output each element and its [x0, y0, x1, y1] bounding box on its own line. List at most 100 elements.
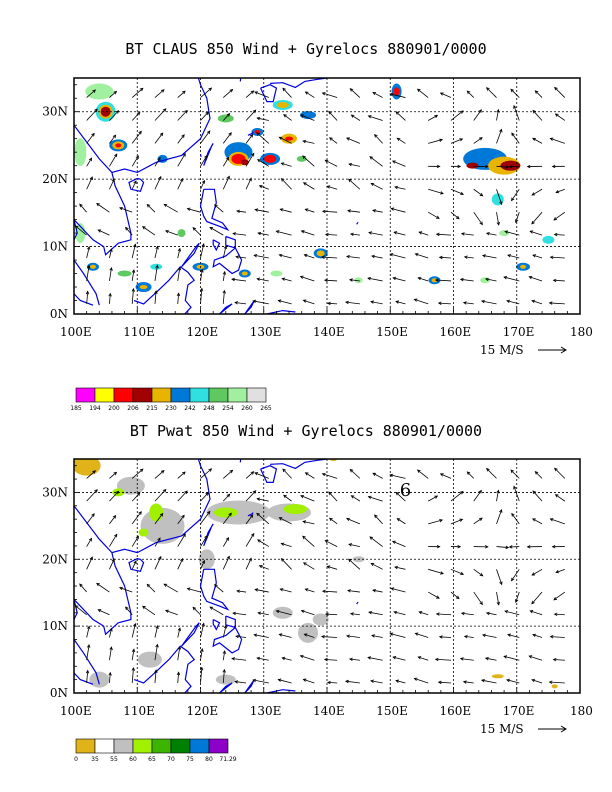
- wind-arrow: [154, 669, 158, 684]
- colorbar-swatch: [75, 738, 96, 754]
- wind-arrow: [245, 152, 255, 167]
- colorbar-label: 200: [108, 405, 120, 412]
- wind-arrow: [532, 137, 543, 144]
- wind-arrow: [473, 188, 484, 197]
- wind-arrow: [534, 90, 543, 98]
- wind-arrow: [348, 543, 360, 547]
- wind-arrow: [258, 184, 269, 190]
- shaded-region: [283, 504, 308, 515]
- x-tick-label: 110E: [123, 704, 155, 718]
- y-tick-label: 10N: [42, 619, 68, 633]
- wind-arrow: [256, 512, 270, 525]
- map-field: [74, 78, 580, 314]
- shaded-region: [89, 264, 96, 269]
- wind-arrow: [131, 243, 137, 259]
- wind-arrow: [74, 605, 87, 616]
- wind-arrow: [86, 537, 92, 547]
- colorbar-label: 194: [89, 405, 101, 412]
- wind-arrow: [392, 276, 406, 282]
- colorbar-swatch: [75, 387, 96, 403]
- wind-arrow: [222, 512, 232, 525]
- coastline: [74, 219, 100, 306]
- wind-arrow: [528, 655, 543, 661]
- wind-arrow: [553, 591, 566, 601]
- wind-arrow: [108, 292, 112, 304]
- wind-arrow: [236, 209, 247, 214]
- wind-arrow: [176, 671, 181, 684]
- wind-arrow: [254, 472, 269, 479]
- shaded-region: [137, 651, 162, 668]
- wind-arrow: [463, 634, 474, 639]
- wind-arrow: [526, 164, 543, 169]
- wind-arrow: [222, 156, 230, 167]
- wind-arrow: [177, 266, 182, 282]
- coastline: [270, 78, 328, 89]
- wind-arrow: [554, 467, 566, 479]
- wind-arrow: [200, 243, 205, 259]
- wind-arrow: [511, 132, 520, 144]
- wind-arrow: [532, 109, 543, 121]
- wind-arrow: [299, 275, 315, 282]
- wind-arrow: [154, 132, 164, 144]
- wind-arrow: [503, 655, 520, 661]
- wind-arrow: [154, 108, 167, 121]
- wind-arrow: [256, 132, 270, 144]
- colorbar-swatch: [189, 387, 210, 403]
- wind-arrow: [531, 299, 543, 305]
- colorbar-swatch: [208, 387, 229, 403]
- wind-arrow: [85, 669, 90, 684]
- x-tick-label: 170E: [503, 704, 535, 718]
- wind-arrow: [279, 588, 292, 593]
- coastline: [128, 557, 145, 572]
- x-tick-label: 120E: [187, 325, 219, 339]
- coastline: [199, 154, 202, 158]
- y-tick-label: 20N: [42, 552, 68, 566]
- wind-arrow: [349, 232, 360, 236]
- wind-arrow: [164, 609, 178, 616]
- coastline: [199, 534, 202, 538]
- coastline: [181, 622, 200, 647]
- wind-arrow: [177, 514, 185, 525]
- wind-arrow: [549, 635, 565, 639]
- wind-arrow: [131, 269, 136, 282]
- wind-arrow: [302, 139, 315, 144]
- x-tick-label: 160E: [440, 704, 472, 718]
- wind-arrow: [413, 677, 429, 684]
- wind-arrow: [257, 539, 270, 547]
- wind-arrow: [109, 266, 113, 282]
- wind-arrow: [199, 287, 204, 304]
- wind-arrow: [450, 491, 464, 502]
- wind-arrow: [275, 230, 292, 236]
- wind-arrow: [303, 253, 315, 259]
- wind-arrow: [552, 657, 565, 662]
- wind-arrow: [304, 208, 315, 213]
- wind-arrow: [438, 635, 451, 639]
- wind-arrow: [473, 109, 482, 121]
- wind-arrow: [154, 470, 165, 479]
- coastline: [219, 682, 233, 693]
- wind-arrow: [258, 565, 269, 570]
- shaded-region: [354, 277, 363, 284]
- colorbar-label: 60: [129, 756, 137, 763]
- coastline: [239, 78, 242, 82]
- wind-arrow: [278, 253, 292, 259]
- wind-arrow: [232, 232, 247, 236]
- wind-arrow: [392, 656, 406, 661]
- wind-arrow: [389, 253, 406, 259]
- wind-arrow: [177, 557, 184, 570]
- wind-arrow: [346, 517, 361, 525]
- wind-arrow: [529, 230, 543, 236]
- wind-arrow: [304, 588, 315, 593]
- shaded-region: [270, 270, 283, 277]
- wind-arrow: [164, 230, 178, 236]
- wind-arrow: [109, 558, 115, 570]
- wind-arrow: [450, 188, 465, 196]
- wind-arrow: [278, 136, 292, 144]
- wind-arrow: [531, 678, 543, 684]
- wind-arrow: [416, 88, 429, 98]
- colorbar-swatch: [94, 738, 115, 754]
- wind-arrow: [428, 114, 439, 121]
- wind-arrow: [417, 656, 429, 661]
- wind-arrow: [97, 229, 110, 236]
- wind-arrow: [254, 91, 269, 98]
